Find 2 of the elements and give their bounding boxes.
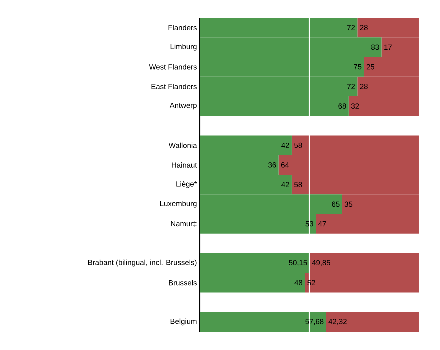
bar — [326, 312, 419, 332]
bar — [200, 312, 326, 332]
